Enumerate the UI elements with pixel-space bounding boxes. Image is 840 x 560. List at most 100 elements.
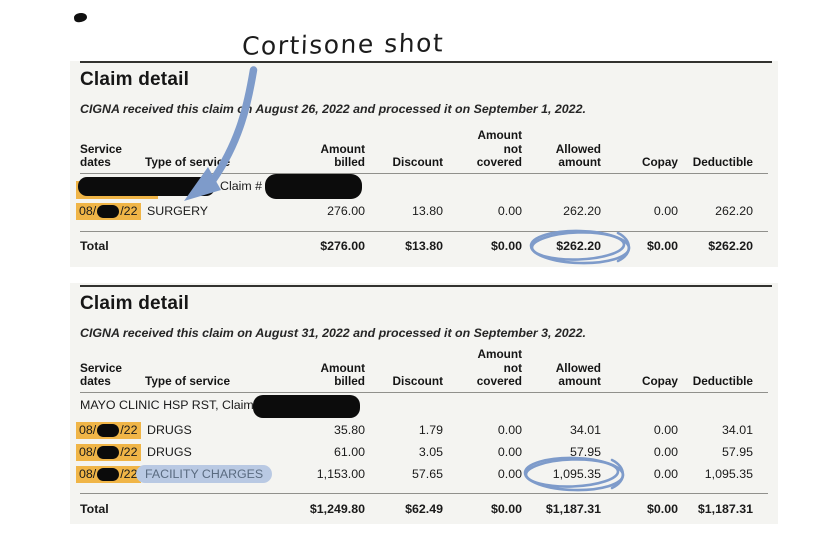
section-title: Claim detail <box>80 293 190 314</box>
provider-row: MAYO CLINIC HSP RST, Claim # <box>80 395 753 420</box>
table-row: 08//22 DRUGS 61.00 3.05 0.00 57.95 0.00 … <box>76 442 753 462</box>
col-header-amount-billed: Amount billed <box>320 360 365 388</box>
highlighted-service-type: FACILITY CHARGES <box>136 465 273 483</box>
date-prefix: 08/ <box>79 444 97 459</box>
deductible-cell: 57.95 <box>721 445 753 459</box>
provider-name: MAYO CLINIC HSP RST, Claim # <box>80 398 265 412</box>
table-header-row: Service dates Type of service Amount bil… <box>80 348 753 388</box>
table-row: 08//22 DRUGS 35.80 1.79 0.00 34.01 0.00 … <box>76 420 753 440</box>
highlighted-date: 08/ /22 <box>76 465 142 483</box>
redacted-day <box>97 423 120 437</box>
section-title: Claim detail <box>80 69 190 90</box>
deductible-cell: 1,095.35 <box>704 467 753 481</box>
date-prefix: 08/ <box>79 466 97 481</box>
col-header-deductible: Deductible <box>692 154 753 169</box>
total-deductible: $262.20 <box>708 239 753 253</box>
col-header-service-dates: Service dates <box>80 141 122 169</box>
service-type-cell: DRUGS <box>147 445 192 459</box>
col-header-copay: Copay <box>641 373 678 388</box>
copay-cell: 0.00 <box>653 467 678 481</box>
discount-cell: 3.05 <box>418 445 443 459</box>
redacted-day <box>97 445 120 459</box>
total-copay: $0.00 <box>646 239 678 253</box>
col-header-type-of-service: Type of service <box>145 373 231 388</box>
allowed-amount-cell: 34.01 <box>569 423 601 437</box>
section-top-rule <box>80 285 772 287</box>
total-label: Total <box>80 239 109 253</box>
amount-not-covered-cell: 0.00 <box>497 445 522 459</box>
provider-row: Claim # <box>76 174 753 201</box>
allowed-amount-cell: 57.95 <box>569 445 601 459</box>
service-date-cell: 08/ /22 <box>76 443 145 461</box>
claim-processing-summary: CIGNA received this claim on August 26, … <box>80 102 586 116</box>
discount-cell: 1.79 <box>418 423 443 437</box>
col-header-allowed-amount: Allowed amount <box>555 360 601 388</box>
deductible-cell: 262.20 <box>715 204 753 218</box>
total-row: Total $276.00 $13.80 $0.00 $262.20 $0.00… <box>80 236 753 256</box>
date-suffix: /22 <box>120 466 138 481</box>
claim-detail-section-2: Claim detail CIGNA received this claim o… <box>70 283 778 524</box>
amount-billed-cell: 61.00 <box>333 445 365 459</box>
redacted-day <box>97 467 120 481</box>
copay-cell: 0.00 <box>653 423 678 437</box>
amount-billed-cell: 276.00 <box>327 204 365 218</box>
service-type-cell: SURGERY <box>147 204 209 218</box>
claim-detail-section-1: Claim detail CIGNA received this claim o… <box>70 61 778 267</box>
scan-artifact-mark <box>73 11 88 24</box>
col-header-discount: Discount <box>392 373 443 388</box>
service-type-cell: DRUGS <box>147 423 192 437</box>
discount-cell: 57.65 <box>411 467 443 481</box>
redacted-claim-number <box>253 395 360 418</box>
total-divider <box>80 231 768 232</box>
col-header-deductible: Deductible <box>692 373 753 388</box>
copay-cell: 0.00 <box>653 204 678 218</box>
amount-billed-cell: 35.80 <box>333 423 365 437</box>
col-header-copay: Copay <box>641 154 678 169</box>
table-header-row: Service dates Type of service Amount bil… <box>80 129 753 169</box>
total-amount-billed: $276.00 <box>320 239 365 253</box>
allowed-amount-cell: 262.20 <box>563 204 601 218</box>
date-suffix: /22 <box>120 444 138 459</box>
total-divider <box>80 493 768 494</box>
redacted-day <box>97 204 120 218</box>
col-header-type-of-service: Type of service <box>145 154 231 169</box>
total-amount-not-covered: $0.00 <box>490 502 522 516</box>
service-date-cell: 08/ /22 <box>76 202 145 220</box>
amount-not-covered-cell: 0.00 <box>497 467 522 481</box>
section-top-rule <box>80 61 772 63</box>
date-prefix: 08/ <box>79 203 97 218</box>
col-header-allowed-amount: Allowed amount <box>555 141 601 169</box>
total-allowed-amount: $262.20 <box>556 239 601 253</box>
col-header-discount: Discount <box>392 154 443 169</box>
total-discount: $13.80 <box>405 239 443 253</box>
amount-not-covered-cell: 0.00 <box>497 204 522 218</box>
claim-processing-summary: CIGNA received this claim on August 31, … <box>80 326 586 340</box>
date-suffix: /22 <box>120 203 138 218</box>
service-type-cell: FACILITY CHARGES <box>136 465 285 483</box>
total-discount: $62.49 <box>405 502 443 516</box>
date-prefix: 08/ <box>79 422 97 437</box>
date-suffix: /22 <box>120 422 138 437</box>
header-divider <box>80 173 768 174</box>
total-row: Total $1,249.80 $62.49 $0.00 $1,187.31 $… <box>80 499 753 519</box>
total-allowed-amount: $1,187.31 <box>545 502 601 516</box>
col-header-amount-not-covered: Amount not covered <box>476 347 522 388</box>
total-copay: $0.00 <box>646 502 678 516</box>
col-header-amount-billed: Amount billed <box>320 141 365 169</box>
highlighted-date: 08/ /22 <box>76 421 142 439</box>
deductible-cell: 34.01 <box>721 423 753 437</box>
col-header-service-dates: Service dates <box>80 360 122 388</box>
service-date-cell: 08/ /22 <box>76 421 145 439</box>
discount-cell: 13.80 <box>411 204 443 218</box>
col-header-amount-not-covered: Amount not covered <box>476 128 522 169</box>
allowed-amount-cell: 1,095.35 <box>552 467 601 481</box>
service-date-cell: 08/ /22 <box>76 465 145 483</box>
redacted-claim-number <box>265 174 362 199</box>
header-divider <box>80 392 768 393</box>
total-amount-not-covered: $0.00 <box>490 239 522 253</box>
highlighted-date: 08/ /22 <box>76 443 142 461</box>
redacted-provider-name <box>78 177 215 196</box>
claim-number-label: Claim # <box>220 179 262 193</box>
handwritten-note: Cortisone shot <box>241 28 445 61</box>
